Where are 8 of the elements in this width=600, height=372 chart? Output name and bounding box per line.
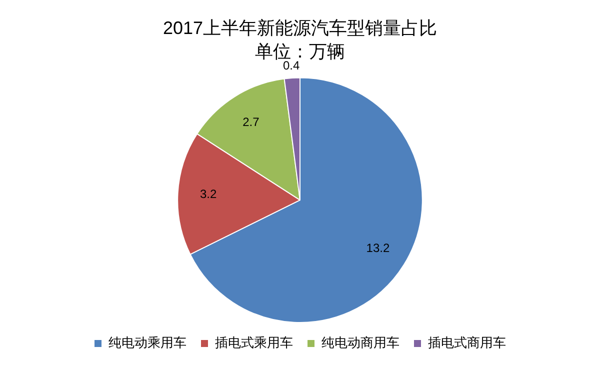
legend-label: 纯电动乘用车 <box>108 335 186 350</box>
chart-title: 2017上半年新能源汽车型销量占比 <box>162 18 438 38</box>
legend-label: 插电式商用车 <box>428 335 506 350</box>
legend-label: 插电式乘用车 <box>215 335 293 350</box>
data-label: 3.2 <box>200 187 218 202</box>
data-label: 2.7 <box>242 114 260 129</box>
data-label: 13.2 <box>366 240 390 255</box>
legend-label: 纯电动商用车 <box>322 335 400 350</box>
